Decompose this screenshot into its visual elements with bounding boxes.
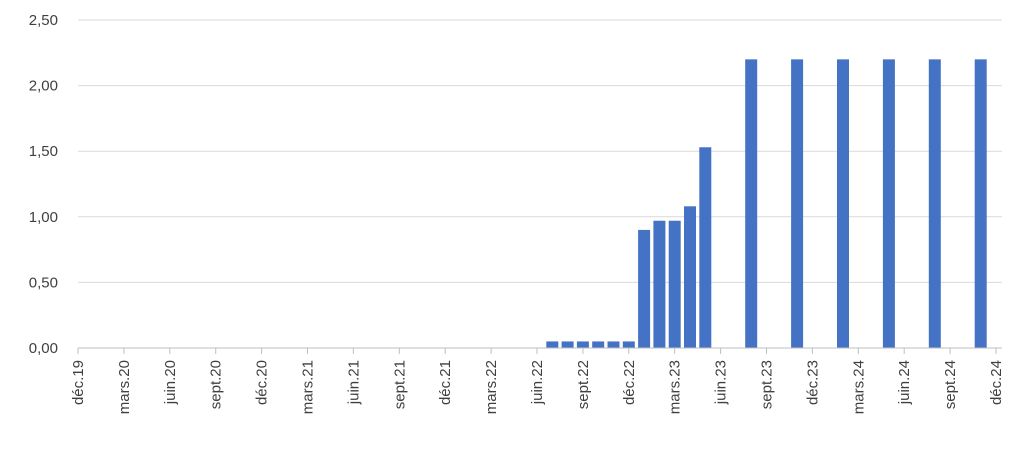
- bar: [928, 59, 941, 349]
- x-tick-label: déc.23: [804, 360, 821, 405]
- bar: [684, 206, 696, 348]
- x-tick-label: mars.20: [116, 360, 133, 414]
- x-tick-label: juin.20: [162, 360, 179, 405]
- bar: [882, 59, 895, 349]
- bar: [561, 341, 574, 348]
- x-tick-label: juin.24: [896, 360, 913, 405]
- bar: [592, 341, 605, 348]
- y-tick-label: 2,50: [29, 12, 58, 29]
- bar: [622, 341, 635, 348]
- x-tick-label: juin.22: [529, 360, 546, 405]
- x-tick-label: mars.21: [300, 360, 317, 414]
- x-tick-label: sept.21: [391, 360, 408, 409]
- bar: [576, 341, 589, 348]
- bar: [546, 341, 559, 348]
- x-tick-label: mars.24: [850, 360, 867, 414]
- bar: [699, 147, 712, 348]
- x-tick-label: juin.21: [345, 360, 362, 405]
- y-tick-label: 1,00: [29, 209, 58, 226]
- x-tick-label: sept.24: [942, 360, 959, 409]
- bar: [638, 229, 651, 348]
- y-tick-label: 0,00: [29, 340, 58, 357]
- bar: [745, 59, 758, 349]
- x-tick-label: juin.23: [713, 360, 730, 405]
- x-tick-label: déc.21: [437, 360, 454, 405]
- bar: [653, 220, 666, 348]
- bar: [607, 341, 620, 348]
- x-tick-label: sept.22: [575, 360, 592, 409]
- bar: [668, 220, 681, 348]
- y-tick-label: 2,00: [29, 78, 58, 95]
- y-tick-label: 1,50: [29, 143, 58, 160]
- x-tick-label: sept.23: [759, 360, 776, 409]
- bar: [791, 59, 804, 349]
- x-tick-label: déc.22: [621, 360, 638, 405]
- y-tick-label: 0,50: [29, 274, 58, 291]
- x-tick-label: déc.19: [70, 360, 87, 405]
- bar: [974, 59, 987, 349]
- x-tick-label: sept.20: [208, 360, 225, 409]
- x-tick-label: mars.23: [667, 360, 684, 414]
- x-tick-label: mars.22: [483, 360, 500, 414]
- x-tick-label: déc.24: [988, 360, 1005, 405]
- bar: [837, 59, 849, 349]
- x-tick-label: déc.20: [254, 360, 271, 405]
